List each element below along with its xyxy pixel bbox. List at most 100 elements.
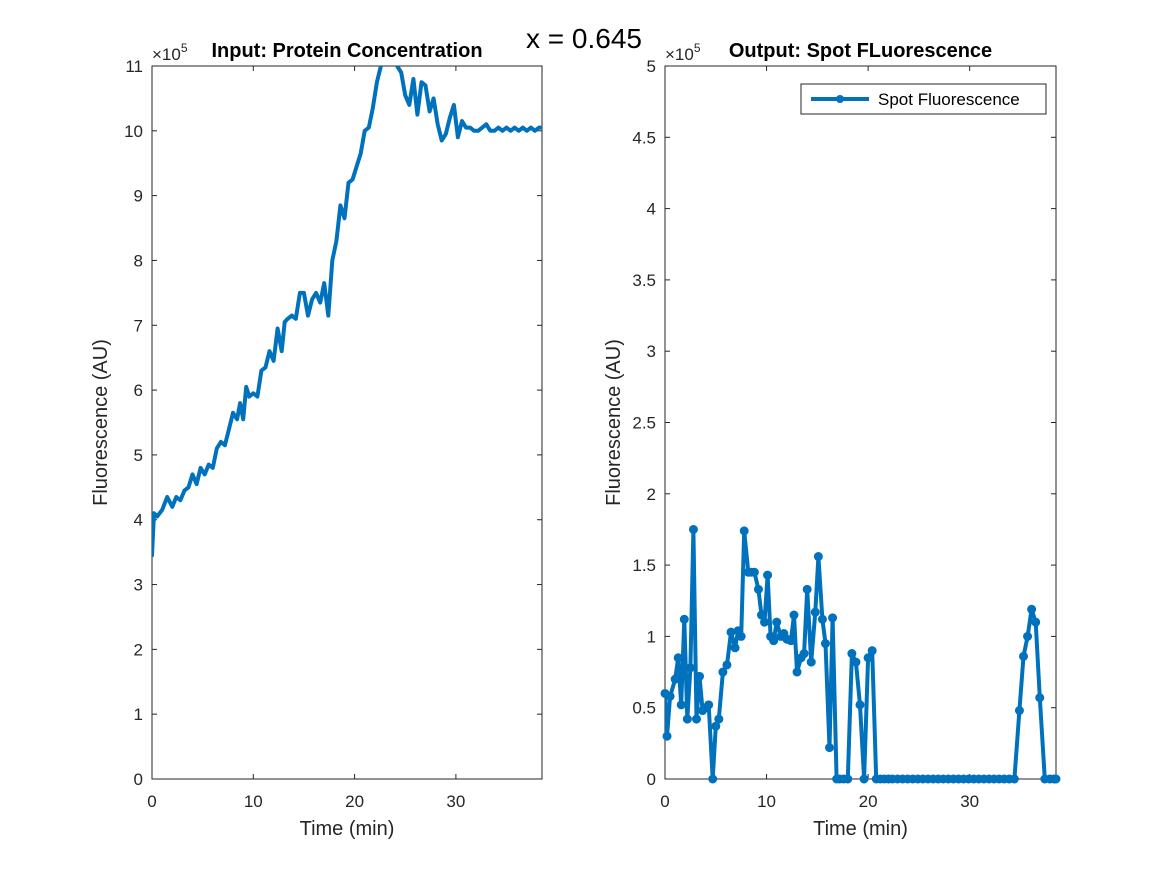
data-point-marker (817, 614, 827, 624)
data-point-marker (789, 610, 799, 620)
y-tick-label: 4.5 (632, 128, 656, 147)
axes-box (151, 65, 543, 780)
y-axis-label: Fluorescence (AU) (90, 339, 112, 506)
data-point-marker (786, 636, 796, 646)
y-tick-label: 5 (134, 446, 143, 465)
data-point-marker (730, 643, 740, 653)
data-point-marker (1014, 706, 1024, 716)
x-tick-label: 0 (660, 792, 669, 811)
y-axis-label: Fluorescence (AU) (603, 339, 625, 506)
data-point-marker (736, 631, 746, 641)
y-tick-label: 2.5 (632, 414, 656, 433)
data-point-marker (863, 653, 873, 663)
y-exponent-power: 5 (694, 41, 701, 55)
data-point-marker (1031, 617, 1041, 627)
legend-entry-label: Spot Fluorescence (878, 90, 1020, 109)
data-point-marker (753, 584, 763, 594)
data-point-marker (867, 646, 877, 656)
data-point-marker (665, 691, 675, 701)
data-point-marker (749, 567, 759, 577)
data-point-marker (691, 714, 701, 724)
y-tick-label: 9 (134, 187, 143, 206)
data-point-marker (673, 653, 683, 663)
data-point-marker (688, 524, 698, 534)
x-tick-label: 10 (244, 792, 263, 811)
plot-title: Output: Spot FLuorescence (729, 40, 992, 62)
data-point-marker (792, 667, 802, 677)
y-tick-label: 3 (647, 342, 656, 361)
y-tick-label: 8 (134, 251, 143, 270)
data-point-marker (714, 714, 724, 724)
data-point-marker (704, 700, 714, 710)
data-point-marker (1027, 604, 1037, 614)
legend-marker-swatch (836, 95, 844, 103)
x-axis-label: Time (min) (300, 818, 395, 840)
data-point-marker (828, 613, 838, 623)
x-tick-label: 30 (446, 792, 465, 811)
data-point-marker (806, 657, 816, 667)
y-tick-label: 1 (647, 627, 656, 646)
x-tick-label: 20 (859, 792, 878, 811)
plot-title: Input: Protein Concentration (211, 40, 482, 62)
data-point-marker (859, 774, 869, 784)
y-tick-label: 3.5 (632, 271, 656, 290)
x-tick-label: 30 (960, 792, 979, 811)
data-point-marker (1019, 651, 1029, 661)
y-exponent-label: ×105 (152, 41, 188, 64)
data-point-marker (769, 636, 779, 646)
data-point-marker (820, 639, 830, 649)
y-tick-label: 0 (134, 770, 143, 789)
figure-suptitle: x = 0.645 (526, 23, 642, 54)
y-tick-label: 5 (647, 57, 656, 76)
x-tick-label: 10 (757, 792, 776, 811)
y-exponent-base: ×10 (665, 45, 694, 64)
data-point-marker (763, 570, 773, 580)
data-point-marker (1035, 693, 1045, 703)
data-point-marker (676, 700, 686, 710)
data-point-marker (685, 663, 695, 673)
y-tick-label: 6 (134, 381, 143, 400)
y-tick-label: 4 (134, 511, 143, 530)
data-point-marker (847, 649, 857, 659)
x-axis-label: Time (min) (813, 818, 908, 840)
y-tick-label: 11 (125, 57, 143, 76)
x-tick-label: 20 (345, 792, 364, 811)
data-point-marker (802, 584, 812, 594)
legend: Spot Fluorescence (800, 83, 1047, 115)
y-tick-label: 1 (134, 705, 143, 724)
data-point-marker (1023, 631, 1033, 641)
data-point-marker (726, 627, 736, 637)
y-exponent-label: ×105 (665, 41, 701, 64)
y-tick-label: 1.5 (632, 556, 656, 575)
data-point-marker (1009, 774, 1019, 784)
data-point-marker (825, 743, 835, 753)
y-exponent-power: 5 (181, 41, 188, 55)
y-tick-label: 0 (647, 770, 656, 789)
data-point-marker (739, 526, 749, 536)
data-point-marker (670, 674, 680, 684)
y-tick-label: 2 (134, 640, 143, 659)
series-line (152, 66, 542, 558)
data-point-marker (695, 671, 705, 681)
data-point-marker (772, 617, 782, 627)
data-point-marker (1051, 774, 1061, 784)
data-point-marker (810, 607, 820, 617)
data-point-marker (851, 657, 861, 667)
axes-box (664, 65, 1057, 780)
data-point-marker (718, 667, 728, 677)
y-tick-label: 3 (134, 576, 143, 595)
y-tick-label: 10 (124, 122, 143, 141)
data-point-marker (682, 714, 692, 724)
data-point-marker (813, 552, 823, 562)
data-point-marker (843, 774, 853, 784)
y-tick-label: 4 (647, 200, 656, 219)
data-point-marker (855, 700, 865, 710)
data-layer (152, 66, 542, 558)
y-tick-label: 7 (134, 316, 143, 335)
data-point-marker (708, 774, 718, 784)
y-exponent-base: ×10 (152, 45, 181, 64)
y-tick-label: 0.5 (632, 699, 656, 718)
